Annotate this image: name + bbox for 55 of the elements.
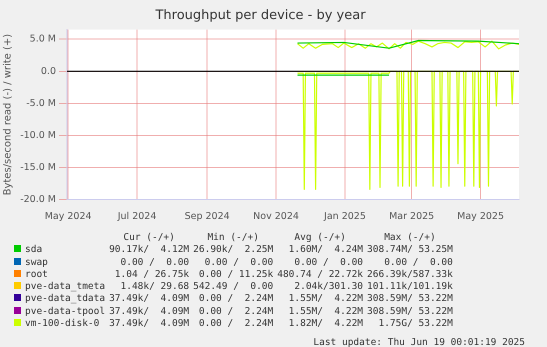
- text: Max (-/+): [383, 232, 437, 244]
- text: 1.48k/ 29.68: [120, 281, 190, 294]
- text: 0.00 / 0.00: [120, 256, 190, 269]
- x-tick-label: May 2025: [457, 210, 504, 222]
- chart-title: Throughput per device - by year: [154, 8, 366, 24]
- text: 1.55M/ 4.22M: [288, 293, 364, 306]
- text: 37.49k/ 4.09M: [108, 306, 190, 318]
- text: Min (-/+): [206, 232, 260, 244]
- text: 101.11k/101.19k: [366, 281, 453, 294]
- text: 542.49 / 0.00: [192, 281, 274, 294]
- legend-label: sda: [24, 244, 44, 257]
- x-tick-label: Jan 2025: [323, 210, 366, 222]
- text: 0.00 / 11.25k: [198, 268, 274, 282]
- x-tick-label: May 2024: [44, 210, 92, 222]
- y-tick-label: -10.0 M: [20, 130, 56, 141]
- text: 308.59M/ 53.22M: [366, 293, 453, 306]
- text: 1.04 / 26.75k: [114, 268, 190, 282]
- text: 26.90k/ 2.25M: [192, 244, 274, 257]
- text: 0.00 / 0.00: [383, 256, 453, 269]
- text: 308.74M/ 53.25M: [366, 244, 453, 257]
- x-tick-label: Mar 2025: [389, 210, 434, 222]
- text: 37.49k/ 4.09M: [108, 293, 190, 306]
- text: 37.49k/ 4.09M: [108, 318, 190, 330]
- text: 1.82M/ 4.22M: [288, 318, 364, 330]
- text: 1.60M/ 4.24M: [288, 244, 364, 257]
- x-tick-label: Jul 2024: [116, 210, 156, 222]
- legend-label: vm-100-disk-0: [24, 318, 100, 330]
- text: 0.00 / 2.24M: [198, 306, 274, 318]
- legend-label: pve-data_tmeta: [24, 281, 106, 294]
- legend-label: pve-data_tdata: [24, 293, 106, 306]
- text: 1.55M/ 4.22M: [288, 306, 364, 318]
- text: 2.04k/301.30: [293, 281, 364, 294]
- y-tick-label: 0.0: [40, 66, 56, 77]
- text: Avg (-/+): [293, 232, 347, 244]
- y-tick-label: -20.0 M: [20, 194, 56, 206]
- legend-label: swap: [24, 256, 49, 269]
- y-axis-title: Bytes/second read (-) / write (+): [2, 34, 14, 196]
- legend-label: pve-data-tpool: [24, 306, 106, 318]
- legend-label: root: [24, 268, 49, 282]
- y-tick-label: 5.0 M: [30, 34, 56, 45]
- text: Cur (-/+): [122, 232, 176, 244]
- y-tick-label: -5.0 M: [26, 98, 56, 109]
- text: 0.00 / 2.24M: [198, 318, 274, 330]
- x-tick-label: Nov 2024: [253, 210, 299, 222]
- text: 266.39k/587.33k: [366, 268, 453, 282]
- y-tick-label: -15.0 M: [20, 162, 56, 173]
- text: Last update: Thu Jun 19 00:01:19 2025: [313, 337, 525, 347]
- x-tick-label: Sep 2024: [184, 210, 230, 222]
- text: 90.17k/ 4.12M: [108, 244, 190, 257]
- text: 1.75G/ 53.22M: [377, 318, 453, 330]
- text: 308.59M/ 53.22M: [366, 306, 453, 318]
- text: 0.00 / 2.24M: [198, 293, 274, 306]
- text: 0.00 / 0.00: [204, 256, 274, 269]
- text: 480.74 / 22.72k: [276, 268, 364, 282]
- text: 0.00 / 0.00: [293, 256, 364, 269]
